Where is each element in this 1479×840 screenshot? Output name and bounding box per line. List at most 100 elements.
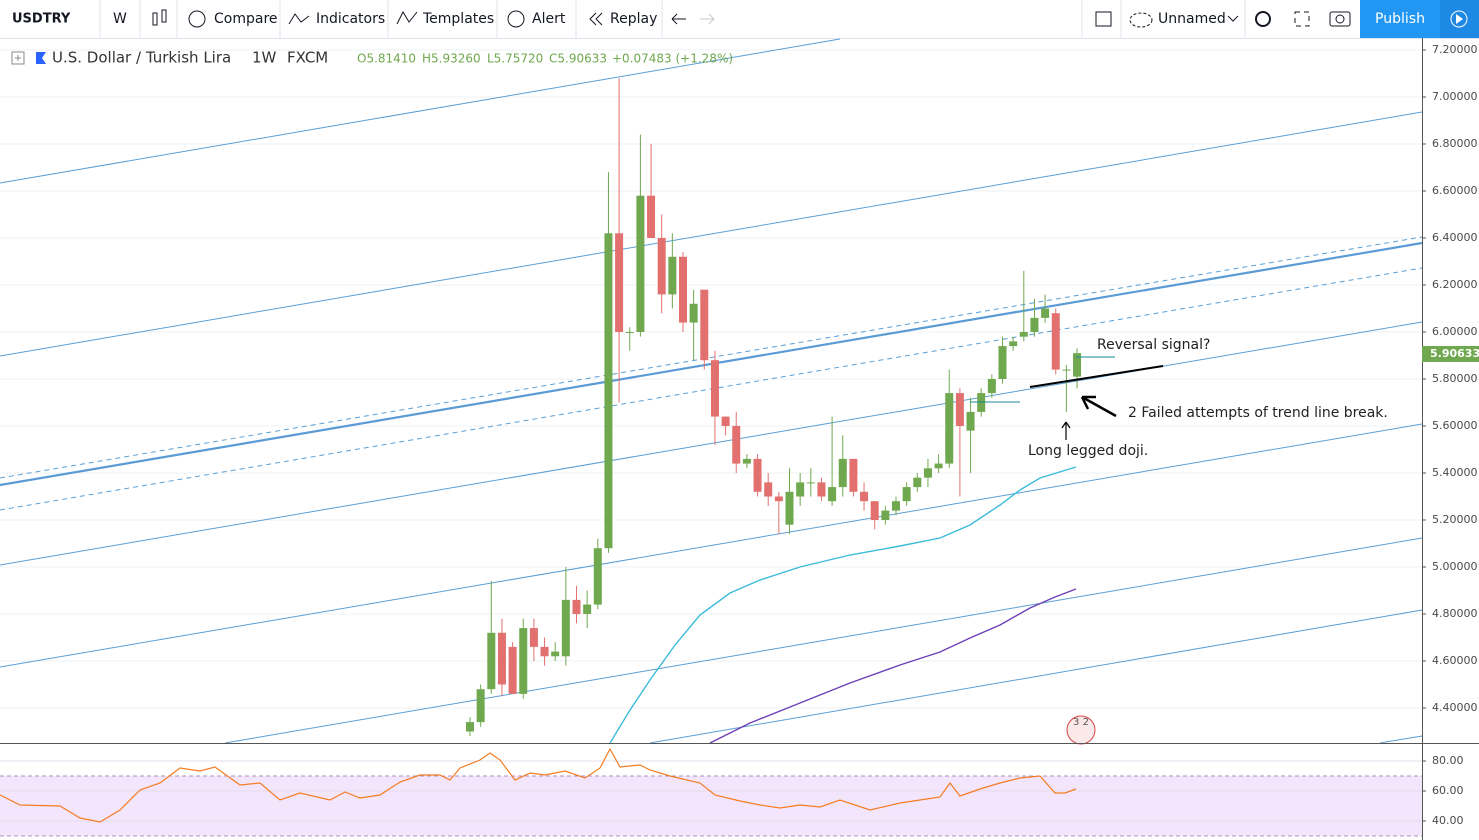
candle-body bbox=[1030, 317, 1039, 332]
expand-plus bbox=[15, 55, 21, 61]
flag-icon bbox=[36, 52, 46, 64]
legend-close: C5.90633 bbox=[549, 52, 607, 66]
expand-icon[interactable] bbox=[11, 51, 25, 65]
candle-body bbox=[679, 256, 687, 323]
y-tick-label: 5.40000 bbox=[1432, 466, 1478, 479]
candle-body bbox=[955, 393, 964, 426]
candle-body bbox=[828, 487, 837, 502]
snapshot-lens bbox=[1335, 14, 1345, 24]
candle-body bbox=[721, 416, 730, 426]
last-price-tag bbox=[1422, 345, 1479, 362]
candle-body bbox=[476, 689, 485, 723]
layout-dropdown[interactable] bbox=[1227, 15, 1239, 22]
candle-body bbox=[753, 458, 762, 492]
replay-icon bbox=[589, 12, 597, 26]
y-tick-label: 4.80000 bbox=[1432, 607, 1478, 620]
y-tick-label: 6.40000 bbox=[1432, 231, 1478, 244]
toolbar bbox=[0, 0, 1479, 38]
candle-body bbox=[668, 256, 677, 295]
candle-body bbox=[902, 487, 911, 502]
candle-body bbox=[870, 501, 879, 520]
annotation: Reversal signal? bbox=[1097, 337, 1210, 353]
candle-body bbox=[1073, 353, 1082, 377]
legend-source[interactable]: FXCM bbox=[287, 49, 328, 67]
play-triangle bbox=[1456, 14, 1463, 24]
interval-button[interactable]: W bbox=[113, 11, 127, 27]
candle-body bbox=[1041, 308, 1050, 318]
candle-body bbox=[774, 496, 783, 502]
candle-body bbox=[625, 331, 634, 333]
legend-open: O5.81410 bbox=[357, 52, 416, 66]
candle-body bbox=[1062, 369, 1071, 371]
replay-button[interactable]: Replay bbox=[610, 11, 657, 27]
last-price-label: 5.90633 bbox=[1430, 347, 1479, 360]
templates-button[interactable]: Templates bbox=[422, 11, 494, 27]
candle-body bbox=[593, 548, 602, 605]
candle-body bbox=[764, 482, 773, 497]
annotation: 2 Failed attempts of trend line break. bbox=[1128, 405, 1388, 421]
redo-button[interactable] bbox=[700, 13, 715, 25]
candle-body bbox=[945, 393, 954, 464]
templates-icon bbox=[396, 10, 418, 25]
snapshot-button[interactable] bbox=[1329, 11, 1351, 27]
candle-body bbox=[913, 477, 922, 488]
select-toggle[interactable] bbox=[1095, 11, 1112, 27]
y-tick-label: 4.60000 bbox=[1432, 654, 1478, 667]
candle-body bbox=[881, 510, 890, 520]
rsi-band bbox=[0, 776, 1422, 836]
channel-line bbox=[0, 423, 1423, 668]
symbol[interactable]: USDTRY bbox=[12, 12, 71, 27]
candle-body bbox=[572, 599, 581, 614]
y-tick-label: 5.00000 bbox=[1432, 560, 1478, 573]
candle-body bbox=[519, 628, 528, 694]
channel-line bbox=[224, 537, 1423, 744]
undo-button[interactable] bbox=[671, 13, 686, 25]
y-tick-label: 6.20000 bbox=[1432, 278, 1478, 291]
rsi-tick-label: 80.00 bbox=[1432, 754, 1464, 767]
candle-body bbox=[615, 233, 624, 332]
candle-body bbox=[540, 646, 549, 657]
legend-interval: 1W bbox=[252, 49, 277, 67]
replay-icon bbox=[595, 12, 603, 26]
events-count: 3 2 bbox=[1073, 717, 1089, 728]
y-tick-label: 6.00000 bbox=[1432, 325, 1478, 338]
alert-button[interactable]: Alert bbox=[532, 11, 566, 27]
publish-button[interactable] bbox=[1360, 0, 1440, 38]
compare-icon bbox=[188, 10, 206, 28]
y-tick-label: 6.60000 bbox=[1432, 184, 1478, 197]
candle-body bbox=[934, 463, 943, 469]
legend-low: L5.75720 bbox=[487, 52, 543, 66]
candle-body bbox=[838, 458, 847, 488]
y-tick-label: 7.20000 bbox=[1432, 43, 1478, 56]
chart-type-icon[interactable] bbox=[152, 9, 167, 26]
settings-button[interactable] bbox=[1255, 11, 1271, 27]
candle-body bbox=[966, 411, 975, 431]
y-tick-label: 5.80000 bbox=[1432, 372, 1478, 385]
arrow bbox=[1080, 395, 1117, 418]
cloud-icon bbox=[1129, 12, 1153, 28]
rsi-axis bbox=[0, 760, 1422, 822]
moving-average-100 bbox=[709, 588, 1077, 744]
moving-average-50 bbox=[609, 466, 1077, 744]
candle-body bbox=[1019, 331, 1028, 337]
candle-body bbox=[849, 458, 858, 492]
play-icon bbox=[1450, 10, 1468, 28]
layout-name[interactable]: Unnamed bbox=[1158, 11, 1226, 27]
indicators-button[interactable]: Indicators bbox=[316, 11, 385, 27]
annotation: Long legged doji. bbox=[1028, 443, 1148, 459]
candle-body bbox=[497, 632, 506, 685]
arrow bbox=[1061, 421, 1071, 440]
grid bbox=[0, 49, 1422, 709]
candle-body bbox=[892, 501, 900, 511]
candle-body bbox=[487, 632, 496, 690]
candle-body bbox=[710, 360, 719, 417]
candle-body bbox=[647, 195, 656, 238]
candle-body bbox=[551, 651, 560, 657]
fullscreen-button[interactable] bbox=[1294, 11, 1310, 27]
rsi-tick-label: 40.00 bbox=[1432, 814, 1464, 827]
candle-body bbox=[860, 491, 869, 502]
candle-body bbox=[700, 289, 709, 361]
candle-body bbox=[923, 468, 932, 478]
candle-body bbox=[817, 482, 826, 497]
compare-button[interactable]: Compare bbox=[214, 11, 278, 27]
